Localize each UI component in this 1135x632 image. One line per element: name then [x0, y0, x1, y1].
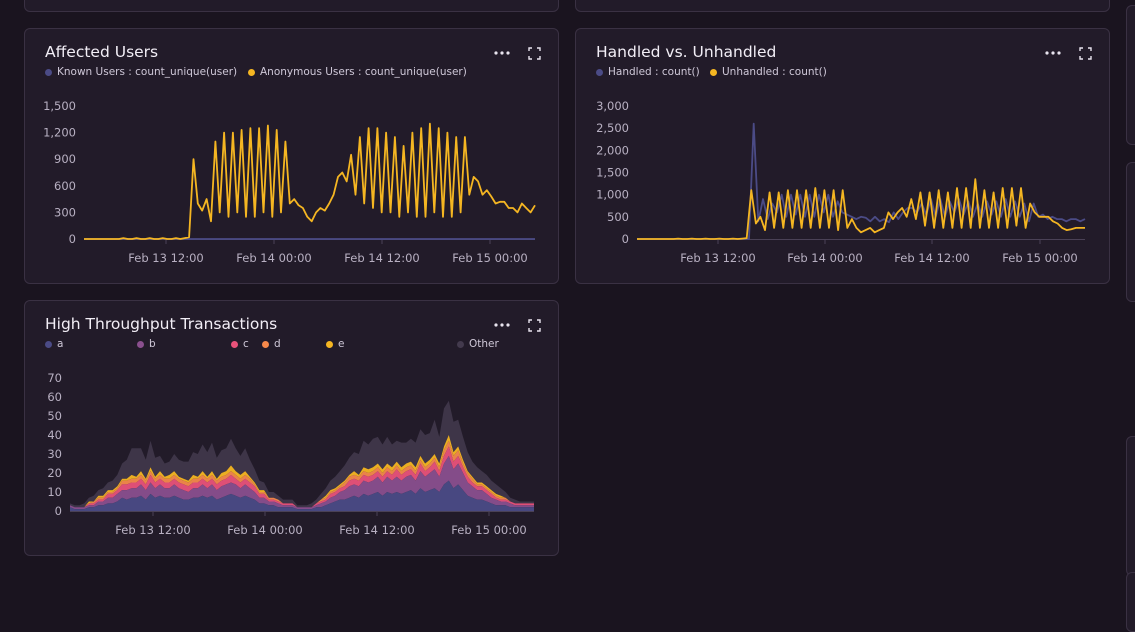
legend-dot — [326, 340, 333, 348]
affected-users-chart: 1,500 1,200 900 600 300 0 Feb 13 12:00 Feb 14 0… — [43, 99, 536, 265]
x-tick-label: Feb 14 00:00 — [227, 523, 302, 537]
x-tick-label: Feb 15 00:00 — [452, 251, 527, 265]
y-tick-label: 300 — [54, 205, 76, 219]
area-series-other — [70, 400, 534, 508]
x-tick-label: Feb 14 12:00 — [894, 251, 969, 265]
legend-label: Anonymous Users : count_unique(user) — [260, 66, 467, 78]
y-tick-label: 50 — [47, 409, 62, 423]
more-options-icon[interactable] — [494, 317, 510, 333]
chart-legend: a b c d e Other — [45, 338, 538, 352]
panel-actions — [1045, 45, 1093, 61]
x-tick-label: Feb 14 12:00 — [344, 251, 419, 265]
y-tick-label: 500 — [607, 210, 629, 224]
x-tick-label: Feb 13 12:00 — [680, 251, 755, 265]
legend-item-unhandled[interactable]: Unhandled : count() — [710, 66, 827, 78]
series-line-anonymous — [84, 122, 536, 240]
more-options-icon[interactable] — [1045, 45, 1061, 61]
expand-icon[interactable] — [1077, 45, 1093, 61]
handled-unhandled-panel: Handled vs. Unhandled Handled : count() … — [575, 28, 1110, 284]
legend-item-c[interactable]: c — [231, 338, 249, 350]
legend-item-other[interactable]: Other — [457, 338, 499, 350]
panel-stub-edge-2 — [1126, 162, 1135, 302]
more-options-icon[interactable] — [494, 45, 510, 61]
y-tick-label: 2,500 — [596, 121, 629, 135]
y-tick-label: 10 — [47, 485, 62, 499]
panel-title: High Throughput Transactions — [45, 315, 278, 333]
legend-dot — [248, 68, 255, 76]
y-tick-label: 70 — [47, 371, 62, 385]
legend-item-d[interactable]: d — [262, 338, 281, 350]
high-throughput-chart: 70 60 50 40 30 20 10 0 Feb 13 12:00 Feb 14 00:00 F… — [47, 371, 534, 537]
legend-label: b — [149, 338, 156, 350]
panel-stub-top-left — [24, 0, 559, 12]
affected-users-panel: Affected Users Known Users : count_uniqu… — [24, 28, 559, 284]
legend-dot — [45, 340, 52, 348]
handled-unhandled-chart: 3,000 2,500 2,000 1,500 1,000 500 0 Feb 13 12:0… — [596, 99, 1086, 265]
legend-item-a[interactable]: a — [45, 338, 63, 350]
panel-stub-top-right — [575, 0, 1110, 12]
y-tick-label: 0 — [622, 232, 629, 246]
y-tick-label: 1,200 — [43, 126, 76, 140]
y-tick-label: 0 — [69, 232, 76, 246]
legend-dot — [231, 340, 238, 348]
x-tick-label: Feb 15 00:00 — [1002, 251, 1077, 265]
legend-dot — [137, 340, 144, 348]
y-tick-label: 1,500 — [43, 99, 76, 113]
series-line-unhandled — [637, 178, 1085, 240]
panel-stub-edge-4 — [1126, 572, 1135, 632]
legend-dot — [710, 68, 717, 76]
legend-label: d — [274, 338, 281, 350]
panel-title: Affected Users — [45, 43, 159, 61]
legend-item-b[interactable]: b — [137, 338, 156, 350]
legend-label: c — [243, 338, 249, 350]
legend-label: Known Users : count_unique(user) — [57, 66, 238, 78]
x-tick-label: Feb 13 12:00 — [128, 251, 203, 265]
legend-label: Other — [469, 338, 499, 350]
y-tick-label: 40 — [47, 428, 62, 442]
legend-item-anonymous-users[interactable]: Anonymous Users : count_unique(user) — [248, 66, 467, 78]
y-tick-label: 20 — [47, 466, 62, 480]
legend-item-known-users[interactable]: Known Users : count_unique(user) — [45, 66, 237, 78]
y-tick-label: 900 — [54, 152, 76, 166]
x-tick-label: Feb 14 12:00 — [339, 523, 414, 537]
legend-label: e — [338, 338, 345, 350]
legend-label: Unhandled : count() — [722, 66, 827, 78]
x-tick-label: Feb 14 00:00 — [787, 251, 862, 265]
x-tick-label: Feb 14 00:00 — [236, 251, 311, 265]
expand-icon[interactable] — [526, 317, 542, 333]
high-throughput-panel: High Throughput Transactions a b c d e — [24, 300, 559, 556]
series-line-handled — [637, 122, 1086, 240]
panel-title: Handled vs. Unhandled — [596, 43, 777, 61]
legend-label: a — [57, 338, 64, 350]
panel-actions — [494, 45, 542, 61]
panel-stub-edge-1 — [1126, 5, 1135, 145]
chart-legend: Known Users : count_unique(user) Anonymo… — [45, 66, 538, 80]
y-tick-label: 1,000 — [596, 188, 629, 202]
legend-dot — [45, 68, 52, 76]
legend-label: Handled : count() — [608, 66, 700, 78]
legend-dot — [596, 68, 603, 76]
y-tick-label: 60 — [47, 390, 62, 404]
x-tick-label: Feb 15 00:00 — [451, 523, 526, 537]
legend-dot — [457, 340, 464, 348]
y-tick-label: 600 — [54, 179, 76, 193]
legend-item-handled[interactable]: Handled : count() — [596, 66, 700, 78]
legend-item-e[interactable]: e — [326, 338, 344, 350]
legend-dot — [262, 340, 269, 348]
y-tick-label: 3,000 — [596, 99, 629, 113]
area-series-a — [70, 480, 534, 511]
panel-stub-edge-3 — [1126, 436, 1135, 576]
chart-legend: Handled : count() Unhandled : count() — [596, 66, 1089, 80]
expand-icon[interactable] — [526, 45, 542, 61]
area-series-b — [70, 455, 534, 510]
y-tick-label: 0 — [55, 504, 62, 518]
y-tick-label: 30 — [47, 447, 62, 461]
panel-actions — [494, 317, 542, 333]
y-tick-label: 1,500 — [596, 166, 629, 180]
y-tick-label: 2,000 — [596, 143, 629, 157]
x-tick-label: Feb 13 12:00 — [115, 523, 190, 537]
